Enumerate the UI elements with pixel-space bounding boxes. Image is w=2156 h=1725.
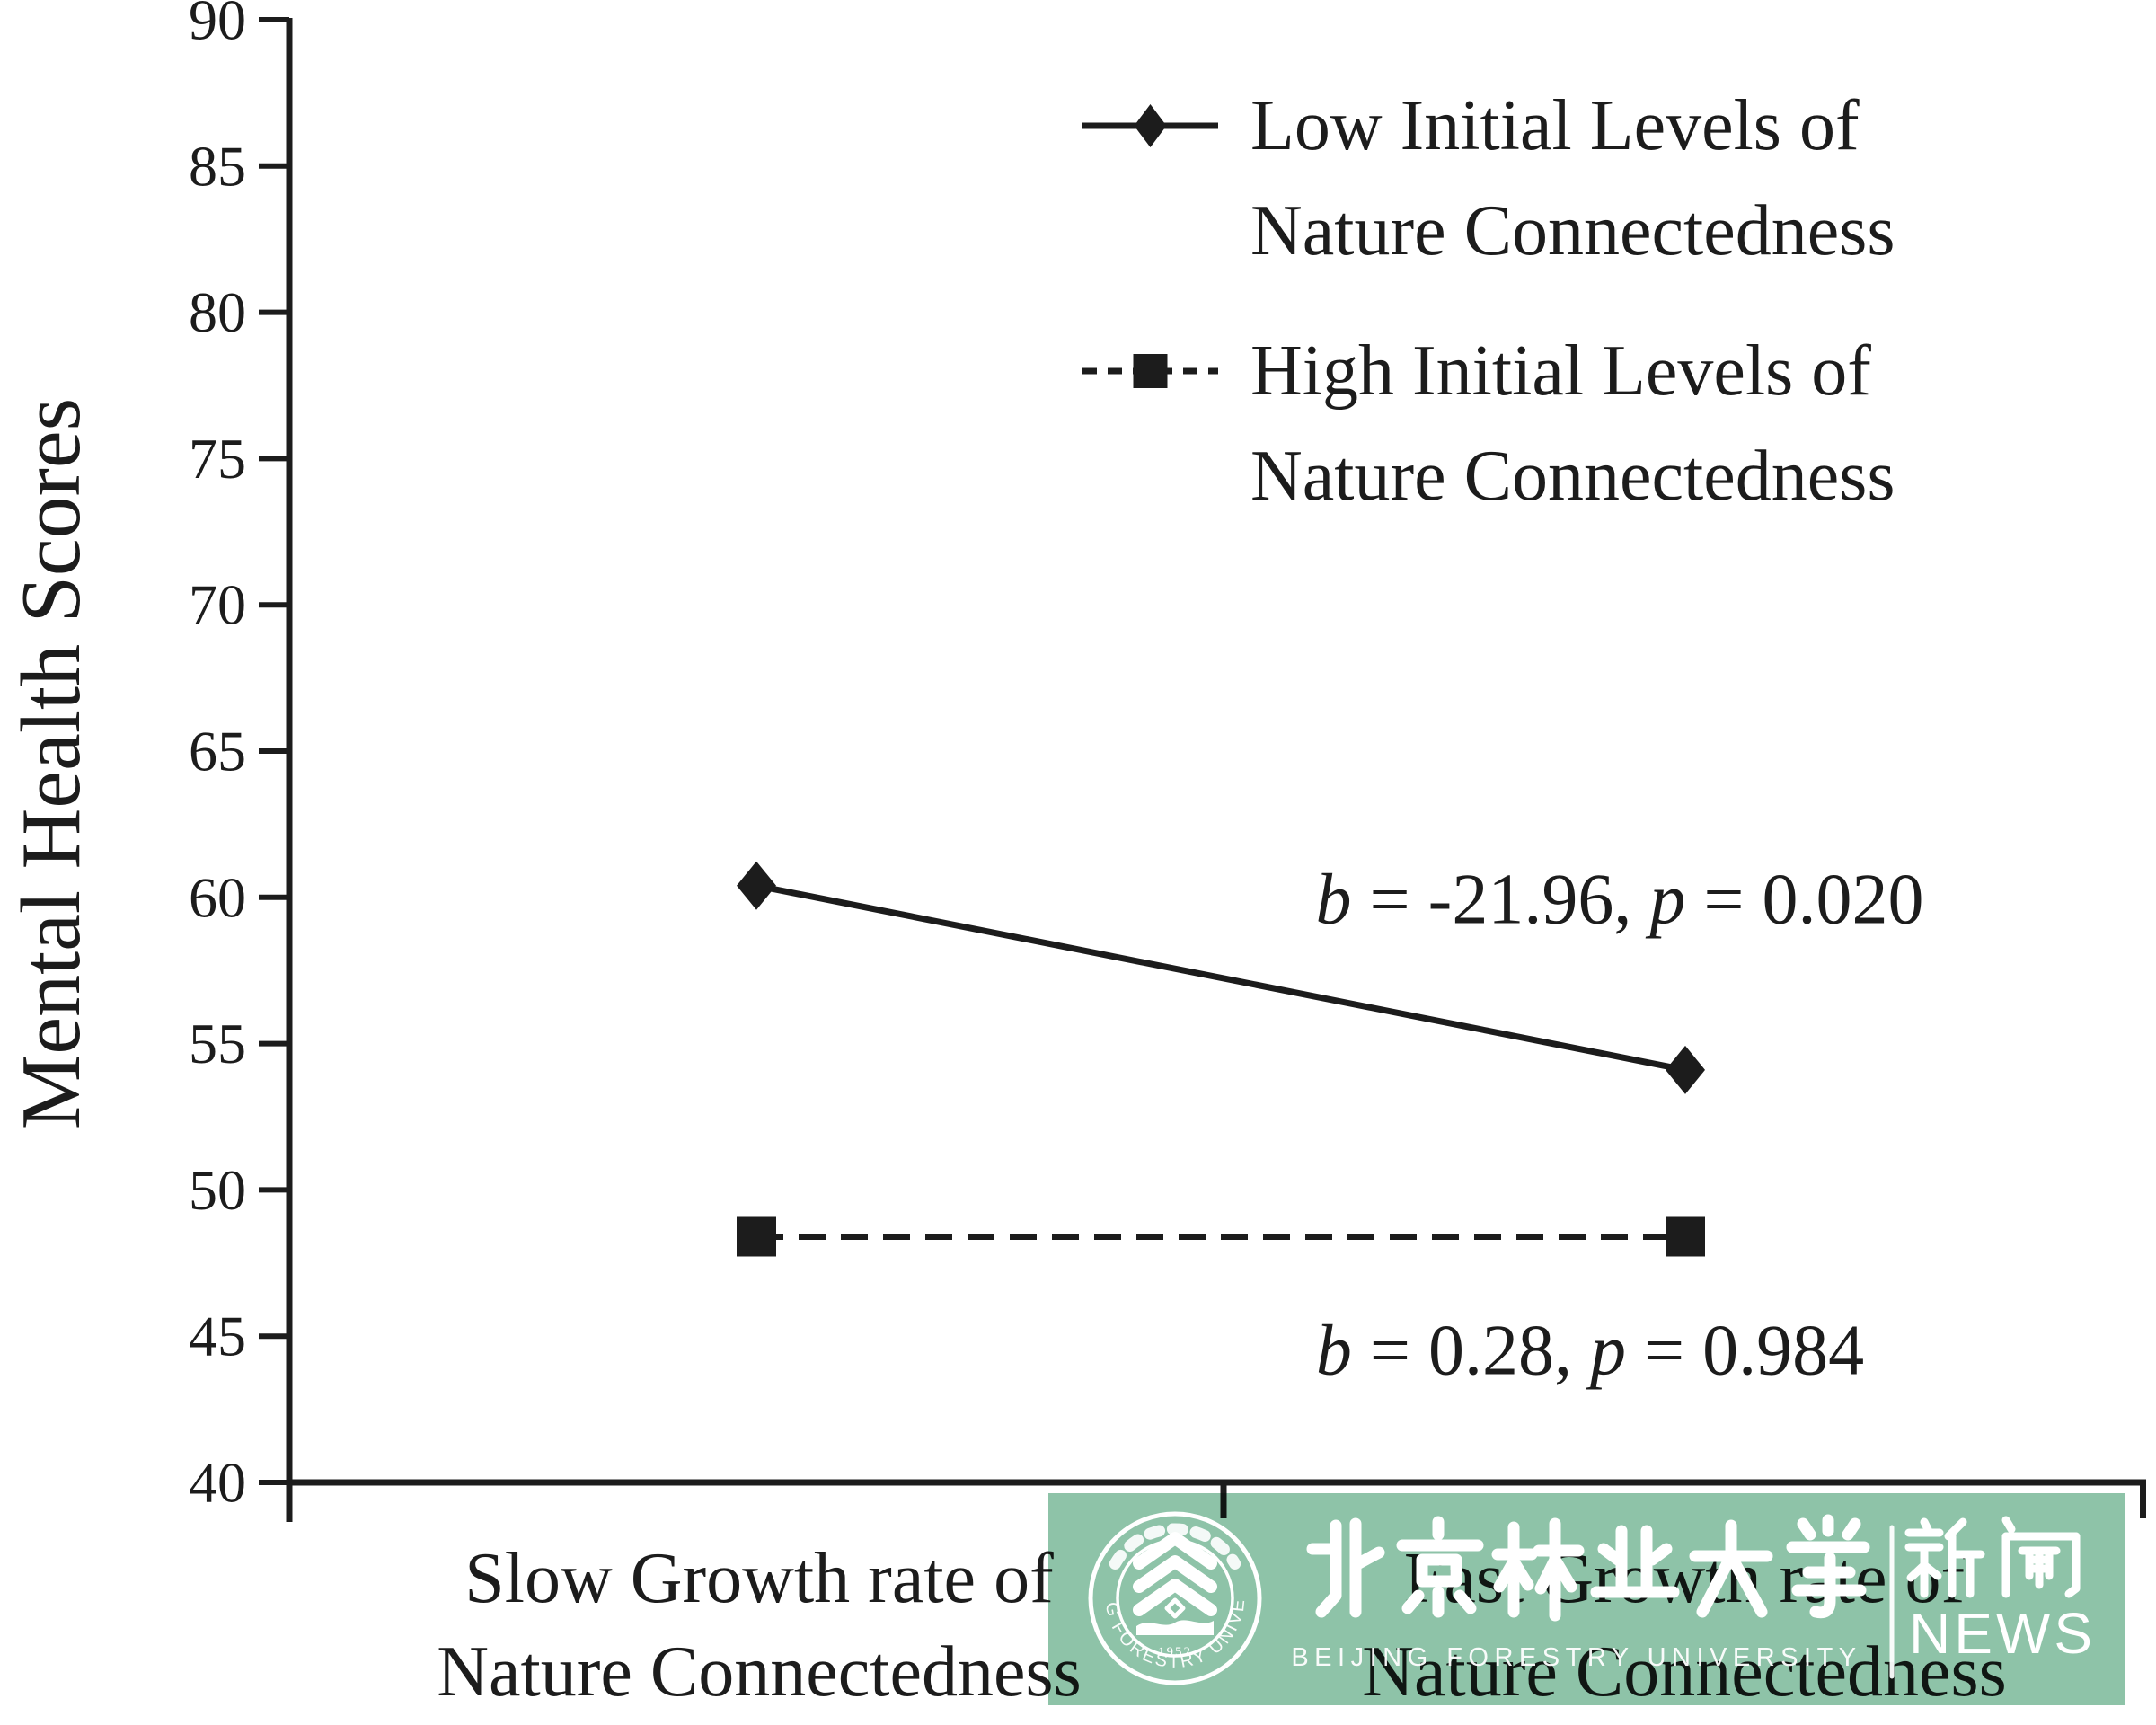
y-tick-label: 85 [189,134,246,198]
legend-label-line: Nature Connectedness [1250,191,1895,270]
x-category-line: Nature Connectedness [437,1632,1082,1712]
y-tick-label: 50 [189,1158,246,1222]
watermark-content: BEIJING FORESTRY UNIVERSITY 1952 BEIJING… [1048,1493,2096,1685]
legend-label-line: High Initial Levels of [1250,332,1871,411]
news-en: NEWS [1909,1601,2096,1666]
seal-tree-emblem-icon [1133,1532,1217,1635]
seal-year: 1952 [1158,1645,1192,1659]
legend-entry-high: High Initial Levels of Nature Connectedn… [1250,319,1895,529]
y-tick-label: 55 [189,1012,246,1075]
y-tick-label: 75 [189,427,246,491]
data-point-marker [737,1216,776,1257]
stat-symbol: p [1590,1311,1626,1391]
stat-symbol: b [1315,1311,1352,1391]
legend-entry-low: Low Initial Levels of Nature Connectedne… [1250,74,1895,284]
data-point-marker [1666,1045,1705,1094]
stat-symbol: b [1315,860,1352,940]
y-tick-label: 60 [189,865,246,929]
legend-label-line: Low Initial Levels of [1250,86,1860,165]
watermark-banner [1048,1493,2125,1705]
y-tick-label: 70 [189,573,246,637]
y-axis-title: Mental Health Scores [4,397,98,1130]
x-category-slow: Slow Growth rate of Nature Connectedness [437,1532,1082,1719]
university-name-en: BEIJING FORESTRY UNIVERSITY [1291,1643,1861,1672]
legend-marker-icon [1133,354,1168,388]
legend-marker-icon [1134,104,1167,147]
y-tick-label: 90 [189,0,246,52]
y-tick-label: 45 [189,1305,246,1368]
university-name-zh-calligraphy-icon [1306,1514,1870,1622]
seal-top-characters-icon [1109,1523,1241,1570]
y-tick-label: 80 [189,280,246,344]
annotation-low-series: b = -21.96, p = 0.020 [1316,860,1924,942]
stat-value: = -21.96, [1351,860,1650,940]
y-tick-label: 40 [189,1451,246,1515]
news-zh-icon [1904,1516,2081,1598]
data-point-marker [737,861,776,910]
data-point-marker [1666,1216,1705,1257]
annotation-high-series: b = 0.28, p = 0.984 [1316,1311,1864,1393]
stat-value: = 0.020 [1685,860,1924,940]
x-category-line: Slow Growth rate of [464,1539,1054,1618]
stat-symbol: p [1649,860,1686,940]
y-tick-label: 65 [189,720,246,783]
series-line [755,882,1686,1074]
university-seal-icon: BEIJING FORESTRY UNIVERSITY 1952 [1048,1493,1262,1685]
stat-value: = 0.984 [1626,1311,1865,1391]
legend-label-line: Nature Connectedness [1250,437,1895,516]
stat-value: = 0.28, [1351,1311,1590,1391]
